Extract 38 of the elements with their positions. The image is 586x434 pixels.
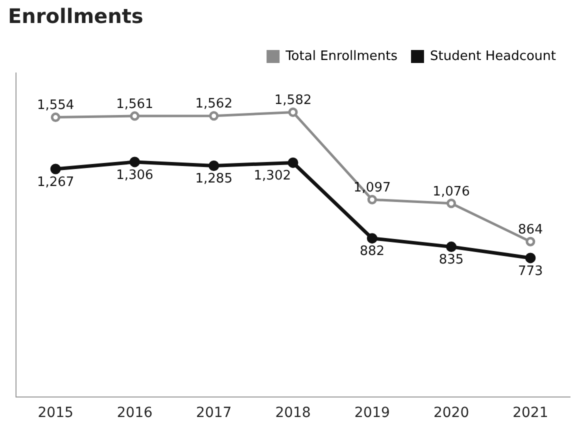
point bbox=[446, 198, 456, 208]
point bbox=[526, 236, 536, 246]
x-tick-label: 2016 bbox=[116, 405, 153, 422]
data-label: 1,554 bbox=[36, 98, 74, 114]
point bbox=[288, 157, 298, 168]
point bbox=[50, 164, 61, 174]
point bbox=[50, 112, 60, 122]
data-label: 1,097 bbox=[354, 180, 391, 196]
point bbox=[208, 160, 220, 172]
legend-label: Total Enrollments bbox=[284, 48, 398, 64]
x-tick-label: 2019 bbox=[354, 405, 390, 422]
point bbox=[367, 194, 377, 204]
x-tick-label: 2021 bbox=[512, 405, 548, 422]
legend-label: Student Headcount bbox=[430, 48, 556, 64]
data-label: 864 bbox=[518, 222, 543, 238]
data-label: 773 bbox=[518, 264, 543, 279]
point bbox=[525, 252, 536, 264]
data-label: 1,561 bbox=[116, 96, 154, 112]
x-tick-label: 2015 bbox=[38, 405, 74, 422]
x-tick-label: 2020 bbox=[433, 405, 470, 422]
point bbox=[130, 111, 140, 121]
point bbox=[129, 156, 140, 168]
data-label: 1,267 bbox=[36, 174, 74, 190]
point bbox=[288, 108, 298, 118]
data-label: 1,302 bbox=[254, 168, 291, 184]
point bbox=[446, 242, 457, 252]
data-label: 1,582 bbox=[274, 93, 312, 108]
point bbox=[209, 111, 219, 121]
data-label: 835 bbox=[438, 252, 464, 268]
chart-title: Enrollments bbox=[8, 4, 144, 28]
point bbox=[366, 233, 378, 244]
data-label: 1,306 bbox=[116, 168, 154, 183]
data-label: 882 bbox=[360, 244, 385, 260]
data-label: 1,562 bbox=[195, 96, 232, 112]
data-label: 1,076 bbox=[432, 184, 470, 200]
x-tick-label: 2018 bbox=[275, 405, 311, 422]
x-tick-label: 2017 bbox=[196, 405, 232, 422]
data-label: 1,285 bbox=[195, 172, 232, 187]
